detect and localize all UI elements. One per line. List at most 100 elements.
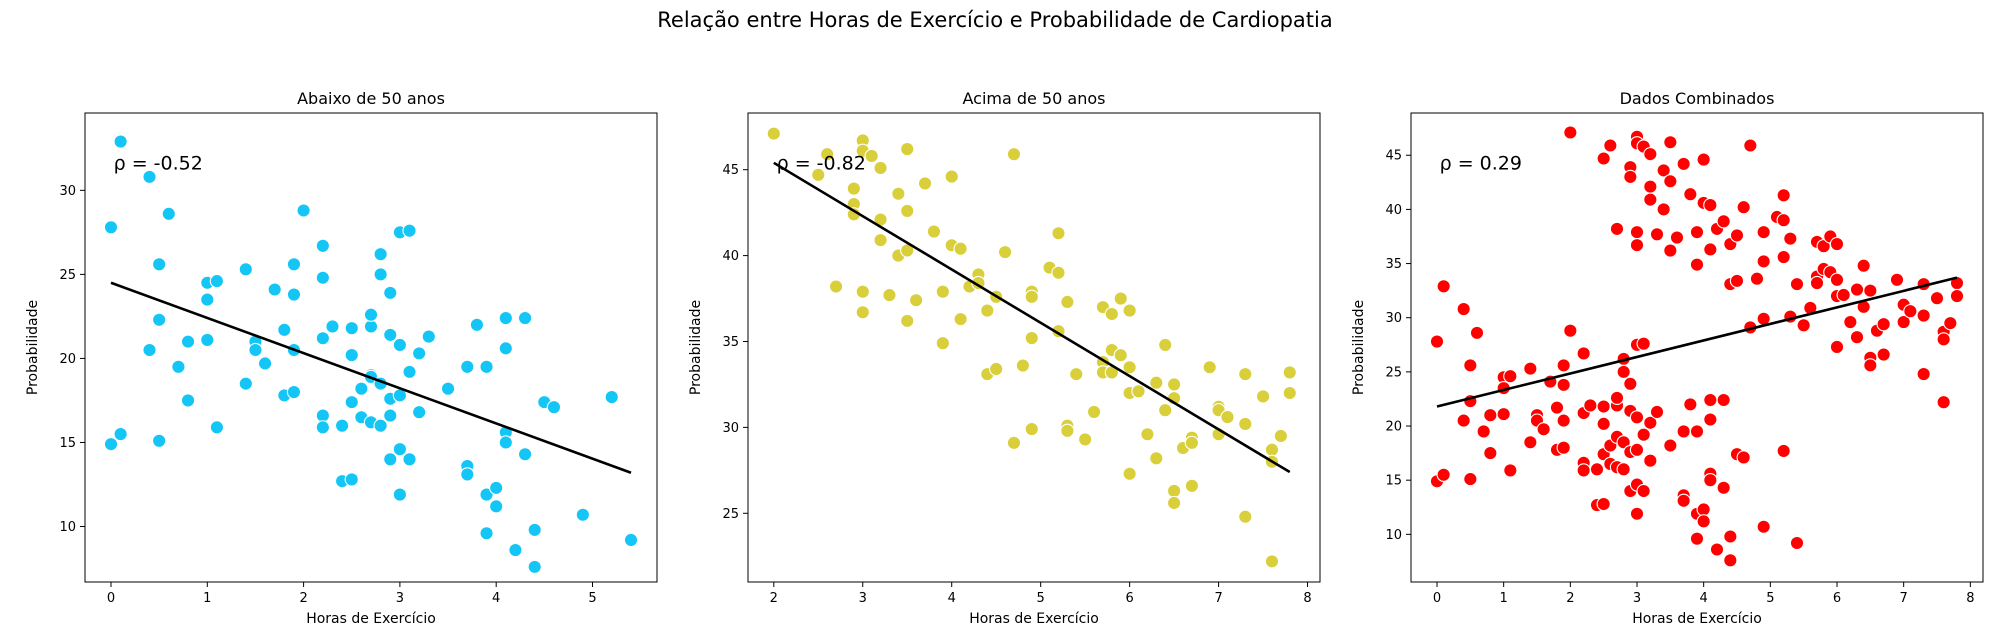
axes-frame xyxy=(747,112,1321,583)
y-tick-label: 30 xyxy=(1385,311,1402,326)
data-point xyxy=(315,238,331,253)
data-point xyxy=(1238,509,1253,524)
data-point xyxy=(1709,542,1725,557)
data-point xyxy=(1703,242,1718,257)
data-point xyxy=(882,287,897,303)
data-point xyxy=(1943,315,1958,331)
data-point xyxy=(1856,258,1871,273)
data-point xyxy=(402,364,417,380)
data-point xyxy=(1889,272,1905,287)
data-point xyxy=(1643,179,1658,194)
y-tick-label: 25 xyxy=(59,268,76,283)
data-point xyxy=(1483,445,1498,461)
data-point xyxy=(1596,151,1611,166)
data-point xyxy=(1024,421,1039,437)
data-point xyxy=(383,452,398,467)
y-tick-label: 25 xyxy=(1385,365,1402,380)
data-point xyxy=(1113,348,1128,363)
subplot-title: Abaixo de 50 anos xyxy=(297,89,445,108)
data-point xyxy=(1629,442,1645,458)
data-point xyxy=(1549,400,1565,415)
x-tick-label: 1 xyxy=(203,591,211,606)
data-point xyxy=(1603,138,1618,153)
data-point xyxy=(1736,450,1751,465)
data-point xyxy=(1716,480,1731,495)
data-point xyxy=(1238,366,1253,382)
data-point xyxy=(1789,535,1805,551)
x-tick-label: 1 xyxy=(1500,591,1508,606)
data-point xyxy=(1676,493,1691,508)
data-point xyxy=(1756,224,1771,240)
data-point xyxy=(411,346,427,361)
x-tick-label: 0 xyxy=(107,591,115,606)
data-point xyxy=(1556,440,1571,455)
data-point xyxy=(1556,377,1571,393)
data-point xyxy=(575,507,591,522)
data-point xyxy=(1776,443,1791,459)
data-point xyxy=(1876,347,1891,362)
data-point xyxy=(1463,358,1478,373)
data-point xyxy=(1689,257,1705,272)
data-point xyxy=(1849,330,1865,345)
data-point xyxy=(1629,410,1645,425)
data-point xyxy=(1696,514,1711,529)
data-point xyxy=(508,542,523,558)
data-point xyxy=(1576,346,1591,361)
x-tick-label: 2 xyxy=(299,591,307,606)
data-point xyxy=(1689,424,1705,439)
data-point xyxy=(953,241,968,256)
x-tick-label: 8 xyxy=(1303,591,1311,606)
scatter-points xyxy=(1429,125,1965,568)
x-tick-label: 3 xyxy=(396,591,404,606)
data-point xyxy=(873,232,888,248)
data-point xyxy=(1629,224,1645,240)
data-point xyxy=(1716,392,1731,408)
data-point xyxy=(1563,323,1578,338)
data-point xyxy=(1069,366,1084,382)
data-point xyxy=(1149,375,1164,390)
regression-line xyxy=(773,161,1291,474)
data-point xyxy=(344,321,359,336)
data-point xyxy=(315,331,331,346)
x-tick-label: 5 xyxy=(588,591,596,606)
y-tick-label: 40 xyxy=(722,249,739,264)
data-point xyxy=(1916,366,1931,382)
data-point xyxy=(1429,334,1445,349)
data-point xyxy=(489,480,504,496)
data-point xyxy=(402,223,417,238)
data-point xyxy=(1051,226,1066,241)
data-point xyxy=(373,267,388,282)
data-point xyxy=(479,487,494,502)
data-point xyxy=(180,334,196,349)
data-point xyxy=(1703,473,1718,488)
data-point xyxy=(440,381,456,396)
data-point xyxy=(1264,554,1280,569)
data-point xyxy=(248,342,263,358)
data-point xyxy=(926,224,942,239)
x-tick-label: 6 xyxy=(1833,591,1841,606)
data-point xyxy=(498,310,513,326)
data-point xyxy=(238,376,253,391)
data-point xyxy=(935,284,950,299)
data-point xyxy=(1122,466,1137,481)
data-point xyxy=(392,487,408,502)
y-tick-label: 30 xyxy=(59,184,76,199)
data-point xyxy=(460,359,475,374)
data-point xyxy=(1589,462,1605,477)
data-point xyxy=(1829,272,1845,287)
data-point xyxy=(1676,156,1691,172)
data-point xyxy=(1060,423,1075,438)
data-point xyxy=(363,307,379,322)
data-point xyxy=(989,361,1004,377)
data-point xyxy=(864,148,879,164)
x-axis-label: Horas de Exercício xyxy=(1632,611,1762,627)
y-tick-label: 15 xyxy=(1385,474,1402,489)
y-tick-label: 45 xyxy=(1385,149,1402,164)
data-point xyxy=(517,447,533,462)
data-point xyxy=(1556,358,1571,373)
data-point xyxy=(383,285,398,301)
correlation-annotation: ρ = -0.82 xyxy=(777,152,866,174)
x-tick-label: 0 xyxy=(1433,591,1441,606)
